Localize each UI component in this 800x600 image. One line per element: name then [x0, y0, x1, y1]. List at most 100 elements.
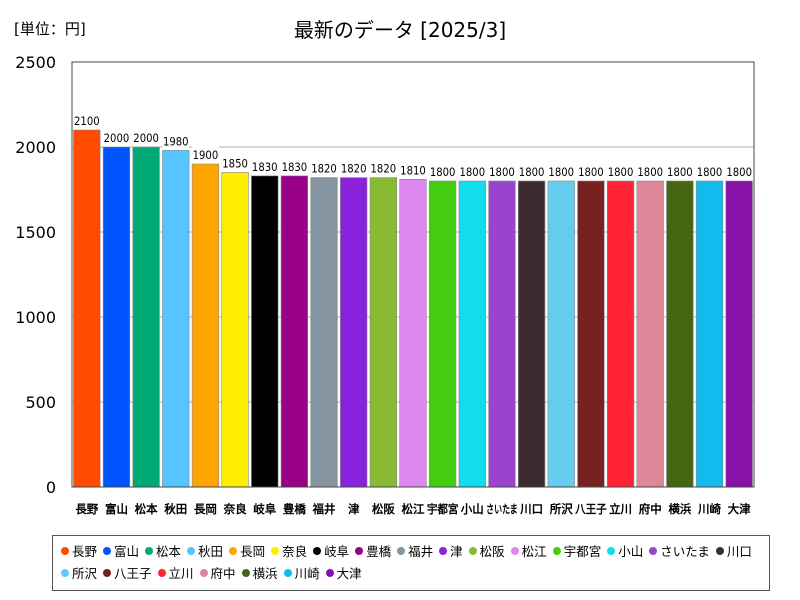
legend-label: 小山 — [618, 544, 644, 559]
legend-label: 川口 — [726, 544, 752, 559]
bar — [221, 172, 249, 488]
legend-item: 長野 — [61, 541, 97, 563]
legend-label: 豊橋 — [366, 544, 392, 559]
legend-swatch — [103, 547, 112, 555]
x-tick-label: 富山 — [105, 502, 128, 516]
y-tick-label: 1500 — [15, 223, 56, 242]
legend-item: 府中 — [199, 563, 236, 585]
bar — [547, 180, 575, 488]
bar-value-label: 1900 — [193, 148, 219, 162]
bar-value-label: 1830 — [282, 160, 308, 174]
value-label-bg — [132, 126, 160, 147]
value-label-bg — [696, 160, 723, 181]
value-label-bg — [103, 126, 130, 147]
legend-swatch — [61, 569, 69, 577]
value-label-bg — [221, 151, 249, 173]
x-tick-label: 松本 — [135, 502, 158, 516]
legend-swatch — [649, 547, 658, 555]
x-axis-labels: 長野 富山 松本 秋田 長岡 奈良 岐阜 豊橋 福井津松阪 松江 宇都宮 小山 さいたま 川口 所沢 八王子立… — [75, 502, 751, 516]
value-label-bg — [488, 160, 516, 181]
bar-value-label: 1810 — [400, 163, 426, 177]
legend-item: 奈良 — [271, 541, 307, 563]
x-tick-label: 宇都宮 — [427, 502, 459, 516]
plot-frame — [71, 61, 755, 488]
bar-value-label: 1820 — [341, 162, 367, 176]
x-tick-label: 秋田 — [164, 502, 187, 516]
value-label-bg — [458, 160, 486, 181]
bar — [399, 179, 427, 488]
bar-value-label: 1800 — [667, 165, 693, 179]
value-label-bg — [251, 154, 279, 176]
bar — [577, 180, 605, 488]
legend-label: 長岡 — [240, 544, 266, 559]
x-tick-label: 松江 — [402, 502, 425, 516]
bar — [695, 180, 724, 488]
legend-swatch — [271, 547, 280, 555]
bar-value-label: 2100 — [74, 114, 100, 128]
legend-label: 所沢 — [72, 566, 98, 581]
legend-item: 津 — [439, 541, 463, 563]
bar — [666, 180, 694, 488]
value-label-bg — [547, 160, 575, 181]
x-tick-label: さいたま — [486, 502, 518, 516]
bar — [636, 180, 664, 488]
bar-value-label: 1800 — [637, 165, 663, 179]
legend-label: 大津 — [336, 566, 362, 581]
legend-item: 松阪 — [468, 541, 505, 563]
bar — [191, 163, 220, 488]
legend-swatch — [355, 547, 364, 555]
x-tick-label: 奈良 — [223, 502, 247, 516]
y-axis-ticks: 0 500 1000 1500 2000 2500 — [15, 53, 56, 497]
bar — [102, 146, 131, 488]
x-tick-label: 大津 — [728, 502, 751, 516]
legend-item: 宇都宮 — [552, 541, 602, 563]
bar — [488, 180, 516, 488]
legend-item: 富山 — [103, 541, 139, 563]
legend-item: 豊橋 — [355, 541, 391, 563]
value-label-bg — [73, 109, 101, 130]
value-label-bg — [162, 129, 190, 151]
bar-value-label: 1850 — [222, 157, 248, 171]
bar — [369, 177, 397, 488]
legend-label: 八王子 — [114, 566, 152, 581]
legend-label: 宇都宮 — [563, 544, 602, 559]
bar — [73, 129, 101, 488]
bar-chart: 0 500 1000 1500 2000 2500 長野 富山 松本 秋田 長岡 奈良 岐阜 豊橋 福井津… — [15, 53, 755, 516]
bar-value-label: 1800 — [726, 165, 752, 179]
x-tick-label: 八王子 — [574, 502, 607, 516]
bar — [162, 150, 190, 488]
legend-swatch — [313, 547, 322, 555]
bar-value-label: 1800 — [489, 165, 515, 179]
x-tick-label: 府中 — [639, 502, 662, 516]
legend-swatch — [715, 547, 724, 555]
value-label-bg — [340, 156, 368, 178]
y-tick-label: 2000 — [15, 138, 56, 157]
legend-item: 秋田 — [187, 541, 223, 563]
legend-swatch — [187, 547, 196, 555]
legend-label: 岐阜 — [324, 544, 350, 559]
legend-swatch — [241, 569, 250, 577]
legend-item: 川崎 — [283, 563, 320, 585]
value-label-bg — [725, 160, 753, 181]
legend-label: 長野 — [72, 544, 98, 559]
bar-value-label: 1820 — [311, 162, 337, 176]
bar-value-label: 1800 — [608, 165, 634, 179]
bar — [310, 177, 338, 488]
legend-item: 横浜 — [241, 563, 278, 585]
value-label-bg — [666, 160, 694, 181]
bar — [725, 180, 753, 488]
bar-value-label: 1980 — [163, 134, 189, 148]
bar-value-label: 1800 — [459, 165, 485, 179]
bar-value-label: 2000 — [133, 131, 159, 145]
bar-value-label: 1800 — [697, 165, 723, 179]
x-tick-label: 所沢 — [550, 502, 573, 516]
legend-swatch — [103, 569, 112, 577]
bar — [517, 180, 546, 488]
legend-label: 松本 — [156, 544, 182, 559]
legend-label: 立川 — [168, 566, 194, 581]
legend-item: 松本 — [145, 541, 181, 563]
legend-item: 大津 — [325, 563, 362, 585]
legend-swatch — [397, 547, 406, 555]
value-label-bg — [577, 160, 605, 181]
x-tick-label: 川崎 — [697, 502, 721, 516]
